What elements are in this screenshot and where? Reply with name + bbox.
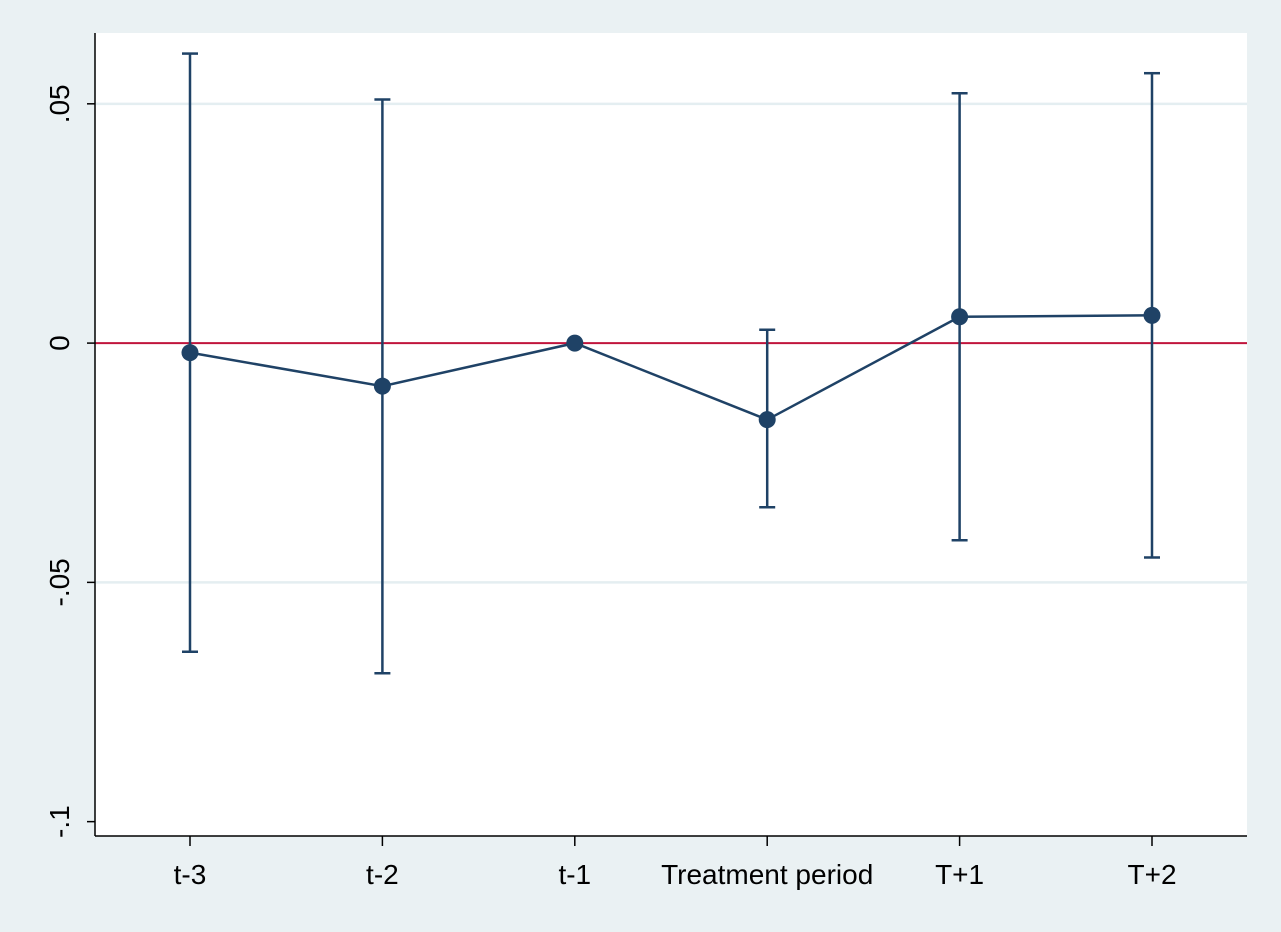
tick-labels: -.1 -.05 0 .05 t-3 t-2 t-1 Treatment period T+1 T… xyxy=(44,84,1177,890)
estimate-point-2 xyxy=(566,334,584,352)
estimate-series xyxy=(181,306,1161,429)
grid-lines xyxy=(95,102,1247,584)
estimate-line xyxy=(189,314,1153,422)
x-tick-label-5: T+2 xyxy=(1127,859,1176,890)
x-tick-label-1: t-2 xyxy=(366,859,399,890)
x-tick-label-3: Treatment period xyxy=(661,859,873,890)
x-tick-label-2: t-1 xyxy=(558,859,591,890)
y-tick-label-3: .05 xyxy=(44,84,75,123)
plot-area xyxy=(95,33,1247,836)
estimate-point-4 xyxy=(951,308,969,326)
x-tick-label-4: T+1 xyxy=(935,859,984,890)
estimate-point-0 xyxy=(181,344,199,362)
estimate-point-5 xyxy=(1143,306,1161,324)
estimate-point-1 xyxy=(373,377,391,395)
x-tick-label-0: t-3 xyxy=(174,859,207,890)
y-tick-label-1: -.05 xyxy=(44,558,75,606)
axes xyxy=(87,33,1247,846)
y-tick-label-0: -.1 xyxy=(44,805,75,838)
y-tick-label-2: 0 xyxy=(44,335,75,351)
estimate-point-3 xyxy=(758,411,776,429)
